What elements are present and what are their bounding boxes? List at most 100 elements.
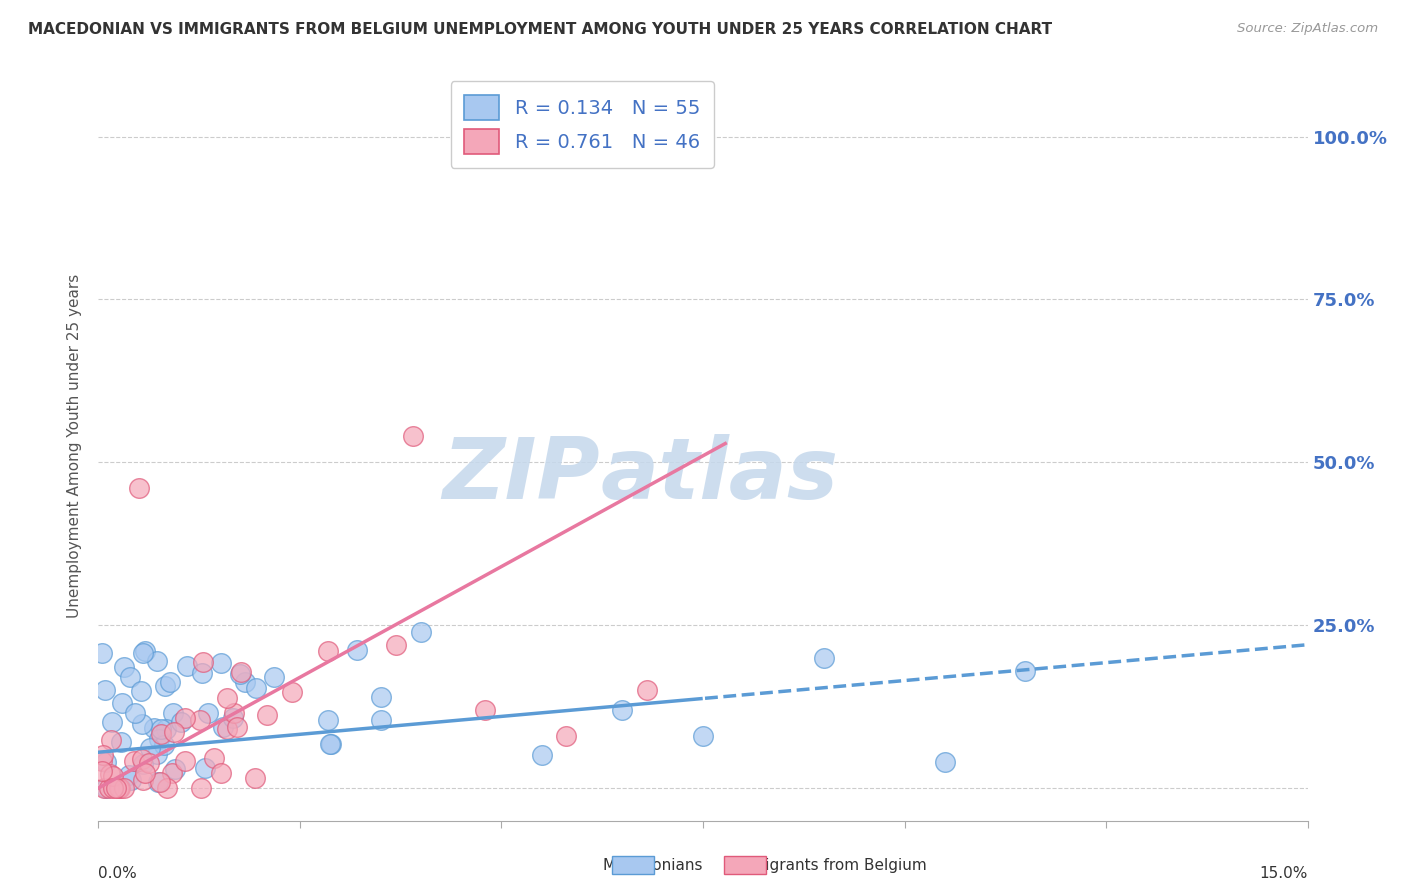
- Point: [281, 685, 304, 699]
- Point: [110, 734, 132, 748]
- Point: [191, 666, 214, 681]
- Point: [132, 647, 155, 661]
- Point: [100, 732, 122, 747]
- Point: [94, 683, 117, 698]
- Point: [145, 747, 167, 762]
- Point: [91, 646, 114, 660]
- Point: [233, 674, 256, 689]
- Point: [112, 660, 135, 674]
- Point: [188, 714, 211, 728]
- Point: [316, 644, 339, 658]
- Point: [122, 755, 145, 769]
- Point: [474, 703, 496, 717]
- Point: [229, 665, 252, 680]
- Point: [111, 696, 134, 710]
- Point: [165, 762, 187, 776]
- Point: [155, 722, 177, 736]
- Point: [197, 706, 219, 720]
- Point: [150, 727, 173, 741]
- Point: [138, 756, 160, 771]
- Point: [112, 780, 135, 795]
- Point: [132, 757, 155, 772]
- Point: [209, 656, 232, 670]
- Point: [215, 722, 238, 736]
- Point: [402, 429, 425, 443]
- Point: [124, 706, 146, 721]
- Legend: R = 0.134   N = 55, R = 0.761   N = 46: R = 0.134 N = 55, R = 0.761 N = 46: [450, 81, 714, 168]
- Point: [934, 755, 956, 769]
- Point: [162, 765, 184, 780]
- Point: [346, 642, 368, 657]
- Point: [692, 729, 714, 743]
- Point: [162, 706, 184, 720]
- Point: [145, 654, 167, 668]
- Point: [149, 775, 172, 789]
- Point: [370, 690, 392, 705]
- Point: [134, 766, 156, 780]
- Point: [319, 737, 342, 751]
- Point: [152, 738, 174, 752]
- Point: [118, 669, 141, 683]
- Point: [263, 670, 285, 684]
- Point: [129, 684, 152, 698]
- Text: MACEDONIAN VS IMMIGRANTS FROM BELGIUM UNEMPLOYMENT AMONG YOUTH UNDER 25 YEARS CO: MACEDONIAN VS IMMIGRANTS FROM BELGIUM UN…: [28, 22, 1052, 37]
- Point: [98, 766, 121, 780]
- Point: [190, 780, 212, 795]
- Point: [143, 721, 166, 735]
- Point: [105, 780, 128, 795]
- Text: Source: ZipAtlas.com: Source: ZipAtlas.com: [1237, 22, 1378, 36]
- Point: [1014, 664, 1036, 678]
- Point: [176, 659, 198, 673]
- Point: [209, 765, 232, 780]
- Point: [94, 755, 117, 769]
- Point: [132, 773, 155, 788]
- Point: [91, 747, 114, 762]
- Point: [409, 624, 432, 639]
- Point: [139, 741, 162, 756]
- Point: [222, 706, 245, 720]
- Point: [243, 771, 266, 785]
- Point: [316, 713, 339, 727]
- Point: [169, 714, 191, 729]
- Point: [215, 691, 238, 706]
- Point: [91, 764, 114, 779]
- Point: [319, 737, 342, 751]
- Text: ZIP: ZIP: [443, 434, 600, 517]
- Point: [530, 748, 553, 763]
- Point: [155, 679, 177, 693]
- Point: [226, 720, 249, 734]
- Point: [245, 681, 267, 696]
- Point: [134, 644, 156, 658]
- Y-axis label: Unemployment Among Youth under 25 years: Unemployment Among Youth under 25 years: [67, 274, 83, 618]
- Point: [636, 683, 658, 698]
- Point: [174, 754, 197, 768]
- Point: [612, 703, 634, 717]
- FancyBboxPatch shape: [724, 856, 766, 874]
- Point: [211, 720, 233, 734]
- Point: [93, 780, 115, 795]
- Point: [128, 481, 150, 495]
- Point: [150, 722, 173, 736]
- Point: [94, 780, 117, 795]
- Text: 0.0%: 0.0%: [98, 865, 138, 880]
- Point: [131, 716, 153, 731]
- Point: [101, 714, 124, 729]
- Text: Immigrants from Belgium: Immigrants from Belgium: [731, 858, 927, 872]
- Point: [98, 780, 121, 795]
- Point: [370, 714, 392, 728]
- Point: [118, 768, 141, 782]
- Point: [159, 674, 181, 689]
- FancyBboxPatch shape: [612, 856, 654, 874]
- Point: [103, 780, 125, 795]
- Point: [148, 731, 170, 746]
- Point: [120, 773, 142, 788]
- Text: 15.0%: 15.0%: [1260, 865, 1308, 880]
- Point: [108, 780, 131, 795]
- Point: [108, 780, 131, 795]
- Point: [131, 752, 153, 766]
- Point: [256, 708, 278, 723]
- Point: [385, 638, 408, 652]
- Point: [103, 769, 125, 783]
- Point: [156, 780, 179, 795]
- Point: [202, 751, 225, 765]
